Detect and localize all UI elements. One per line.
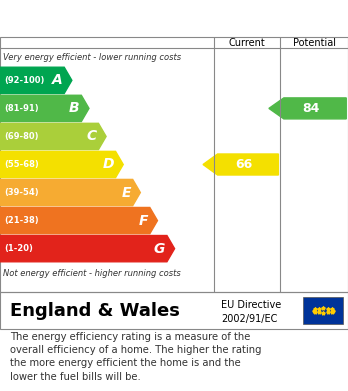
Polygon shape (0, 208, 157, 234)
Polygon shape (203, 154, 278, 175)
Text: Very energy efficient - lower running costs: Very energy efficient - lower running co… (3, 53, 182, 62)
Text: B: B (69, 101, 80, 115)
Text: (69-80): (69-80) (4, 132, 39, 141)
Text: The energy efficiency rating is a measure of the
overall efficiency of a home. T: The energy efficiency rating is a measur… (10, 332, 262, 382)
Text: 66: 66 (236, 158, 253, 171)
Polygon shape (0, 95, 89, 122)
Text: A: A (52, 74, 63, 87)
Text: Potential: Potential (293, 38, 335, 48)
Polygon shape (0, 67, 72, 93)
Text: 84: 84 (302, 102, 320, 115)
Text: Current: Current (229, 38, 266, 48)
Text: (21-38): (21-38) (4, 216, 39, 225)
Text: 2002/91/EC: 2002/91/EC (221, 314, 277, 324)
Text: (81-91): (81-91) (4, 104, 39, 113)
Polygon shape (269, 98, 346, 119)
Text: (55-68): (55-68) (4, 160, 39, 169)
Text: (92-100): (92-100) (4, 76, 45, 85)
Text: EU Directive: EU Directive (221, 300, 281, 310)
Text: England & Wales: England & Wales (10, 301, 180, 319)
Text: Not energy efficient - higher running costs: Not energy efficient - higher running co… (3, 269, 181, 278)
Text: (1-20): (1-20) (4, 244, 33, 253)
Polygon shape (0, 151, 123, 178)
Text: (39-54): (39-54) (4, 188, 39, 197)
Text: F: F (139, 213, 148, 228)
Text: D: D (102, 158, 114, 172)
Polygon shape (0, 179, 140, 206)
Polygon shape (0, 235, 175, 262)
Text: E: E (121, 186, 131, 199)
Text: Energy Efficiency Rating: Energy Efficiency Rating (10, 11, 220, 26)
Polygon shape (0, 123, 106, 150)
Text: G: G (154, 242, 165, 256)
Text: C: C (87, 129, 97, 143)
FancyBboxPatch shape (303, 297, 343, 324)
